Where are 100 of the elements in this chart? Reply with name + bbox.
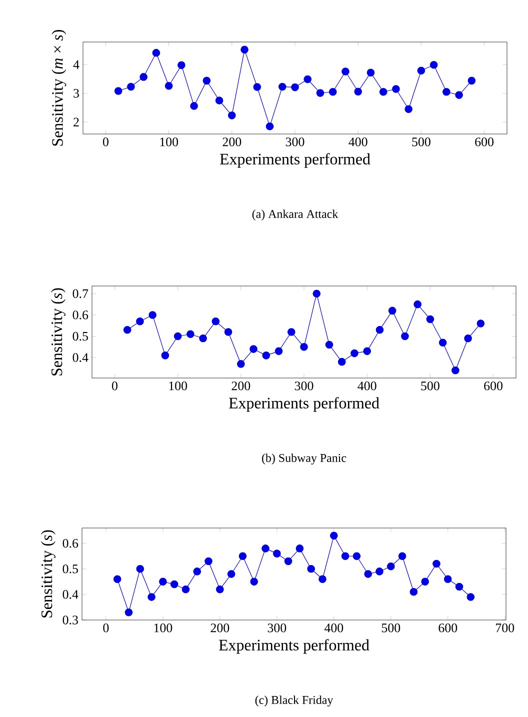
point xyxy=(136,317,144,326)
x-tick-label: 100 xyxy=(169,382,188,390)
point xyxy=(278,82,286,91)
point xyxy=(273,550,281,558)
point xyxy=(190,102,198,110)
point xyxy=(186,330,194,338)
x-axis-title: Experiments performed xyxy=(220,153,370,168)
point xyxy=(152,48,160,57)
point xyxy=(174,332,182,340)
y-tick-label: 0.5 xyxy=(62,564,78,574)
point xyxy=(161,352,170,360)
y-tick-label: 0.6 xyxy=(72,310,88,320)
x-tick-label: 500 xyxy=(421,382,440,390)
point xyxy=(352,552,361,560)
point xyxy=(325,340,334,349)
point xyxy=(291,83,299,92)
x-tick-label: 200 xyxy=(232,382,250,390)
point xyxy=(468,76,476,85)
point xyxy=(442,88,450,96)
x-tick-label: 500 xyxy=(412,138,430,146)
y-tick-label: 0.6 xyxy=(62,538,78,548)
point xyxy=(386,562,395,570)
point xyxy=(250,578,258,586)
point xyxy=(328,88,337,96)
point xyxy=(401,332,409,340)
point xyxy=(392,85,400,93)
point xyxy=(240,46,248,54)
point xyxy=(262,544,270,552)
y-tick-label: 0.4 xyxy=(72,353,88,362)
point xyxy=(228,112,236,120)
point xyxy=(350,349,358,358)
point xyxy=(113,575,122,584)
x-tick-label: 100 xyxy=(154,624,172,632)
point xyxy=(216,585,224,594)
point xyxy=(199,334,207,342)
point xyxy=(274,347,283,356)
point xyxy=(404,105,412,114)
x-tick-label: 200 xyxy=(222,138,242,146)
text: (a) Ankara Attack xyxy=(252,210,338,220)
point xyxy=(193,568,202,576)
x-tick-label: 300 xyxy=(286,138,304,146)
point xyxy=(136,564,144,573)
x-tick-label: 300 xyxy=(268,624,286,632)
point xyxy=(227,570,236,578)
x-tick-label: 400 xyxy=(324,624,344,632)
point xyxy=(215,96,224,104)
point xyxy=(296,544,304,552)
point xyxy=(266,122,274,130)
point xyxy=(127,82,135,91)
point xyxy=(417,66,426,75)
point xyxy=(430,60,438,69)
x-tick-label: 400 xyxy=(358,382,376,390)
point xyxy=(312,290,321,298)
point xyxy=(204,557,212,566)
point xyxy=(300,343,308,351)
point xyxy=(363,347,371,356)
x-tick-label: 600 xyxy=(484,382,503,390)
point xyxy=(287,328,296,336)
point xyxy=(354,88,362,96)
point xyxy=(426,315,434,324)
point xyxy=(250,345,258,353)
point xyxy=(253,83,262,91)
point xyxy=(140,73,148,81)
point xyxy=(444,575,452,584)
point xyxy=(366,68,375,77)
x-axis-title: Experiments performed xyxy=(218,639,370,654)
point xyxy=(432,560,440,568)
y-axis-title: Sensitivity (m × s) xyxy=(52,30,66,146)
point xyxy=(202,76,211,85)
point xyxy=(318,575,326,584)
x-axis-title: Experiments performed xyxy=(228,397,380,412)
x-tick-label: 600 xyxy=(475,138,494,146)
x-tick-label: 300 xyxy=(294,382,314,390)
x-tick-label: 500 xyxy=(382,624,400,632)
point xyxy=(414,300,422,308)
point xyxy=(438,338,447,347)
point xyxy=(182,585,190,594)
point xyxy=(330,532,338,540)
x-tick-label: 200 xyxy=(210,624,230,632)
x-tick-label: 0 xyxy=(112,382,118,390)
y-tick-label: 0.4 xyxy=(62,590,78,599)
point xyxy=(466,593,475,601)
point xyxy=(455,582,464,591)
point xyxy=(284,557,292,566)
y-tick-label: 0.3 xyxy=(62,616,78,624)
y-tick-label: 0.5 xyxy=(72,332,88,341)
point xyxy=(124,608,133,616)
point xyxy=(178,61,186,70)
point xyxy=(364,570,372,578)
point xyxy=(342,68,350,76)
point xyxy=(476,320,485,328)
y-tick-label: 3 xyxy=(74,88,79,98)
point xyxy=(159,578,167,586)
point xyxy=(262,352,270,360)
point xyxy=(307,564,315,573)
point xyxy=(148,311,156,319)
x-tick-label: 700 xyxy=(496,624,514,632)
point xyxy=(114,87,122,95)
point xyxy=(379,88,388,96)
y-axis-title: Sensitivity (s) xyxy=(40,530,56,618)
